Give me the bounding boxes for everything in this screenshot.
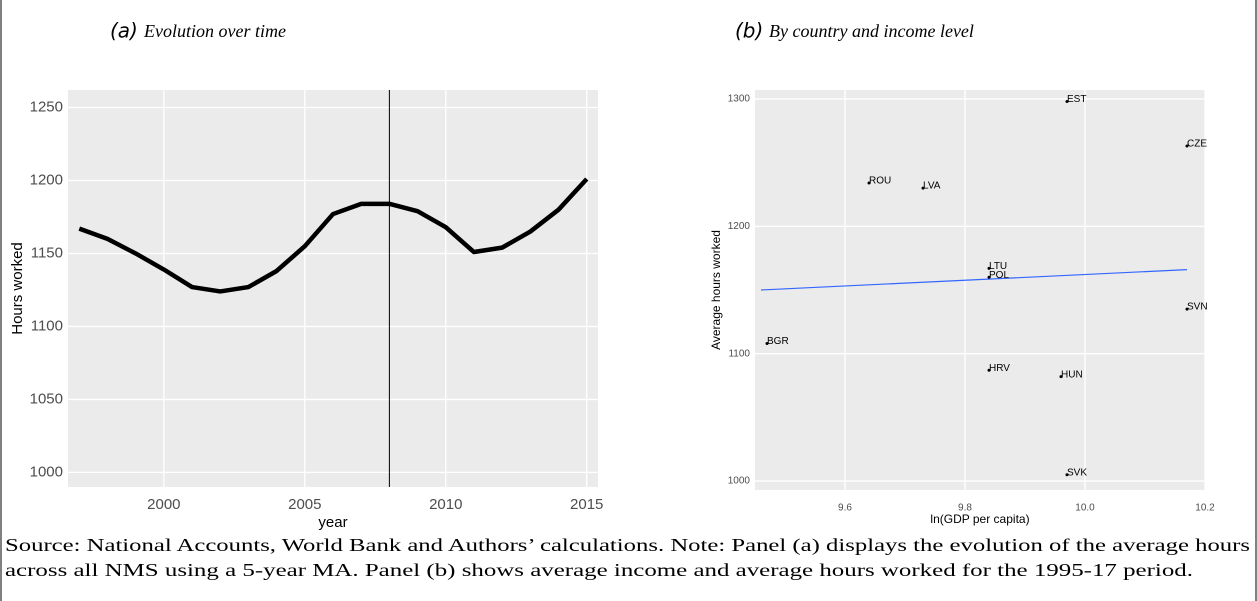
point (1059, 375, 1063, 379)
x-tick-label: 2005 (288, 496, 321, 513)
point-label: HUN (1061, 369, 1083, 380)
point (765, 342, 769, 346)
point-label: POL (989, 270, 1009, 281)
x-tick-label: 10.0 (1075, 503, 1095, 514)
panel-label: (a) (110, 19, 138, 43)
point-label: SVK (1067, 467, 1087, 478)
x-tick-label: 2000 (147, 496, 180, 513)
panel-label: (b) (735, 19, 763, 43)
point (1185, 144, 1189, 148)
point (987, 275, 991, 279)
panel-title: Evolution over time (143, 21, 286, 41)
point (1185, 307, 1189, 311)
x-tick-label: 10.2 (1195, 503, 1215, 514)
y-tick-label: 1300 (728, 94, 751, 105)
plot-background (755, 90, 1205, 490)
x-tick-label: 2015 (570, 496, 603, 513)
point (1065, 473, 1069, 477)
x-tick-label: 2010 (429, 496, 462, 513)
y-tick-label: 1250 (30, 98, 63, 115)
trend-line (760, 269, 1188, 291)
x-axis-label: year (318, 514, 347, 531)
point-label: SVN (1187, 302, 1208, 313)
y-tick-label: 1200 (728, 221, 751, 232)
y-tick-label: 1150 (31, 244, 63, 261)
y-tick-label: 1000 (728, 476, 751, 487)
y-tick-label: 1000 (30, 463, 63, 480)
y-tick-label: 1100 (31, 317, 63, 334)
x-tick-label: 9.6 (838, 503, 852, 514)
x-tick-label: 9.8 (958, 503, 972, 514)
caption-line: Source: National Accounts, World Bank an… (5, 535, 1250, 556)
panel-title: By country and income level (769, 21, 974, 41)
plot-background (68, 90, 598, 487)
line (78, 177, 589, 294)
point (987, 266, 991, 270)
point (1065, 99, 1069, 103)
point-label: BGR (767, 336, 789, 347)
point (921, 186, 925, 190)
point-label: EST (1067, 94, 1086, 105)
x-axis-label: ln(GDP per capita) (930, 512, 1029, 526)
point-label: LVA (923, 181, 941, 192)
y-axis-label: Hours worked (9, 242, 26, 335)
y-tick-label: 1100 (728, 348, 750, 359)
point (867, 181, 871, 185)
point (987, 368, 991, 372)
caption-line: across all NMS using a 5-year MA. Panel … (5, 560, 1193, 581)
point-label: CZE (1187, 139, 1207, 150)
point-label: ROU (869, 176, 891, 187)
y-tick-label: 1050 (30, 390, 63, 407)
point-label: HRV (989, 363, 1010, 374)
y-axis-label: Average hours worked (709, 230, 723, 350)
point-label: LTU (989, 261, 1007, 272)
y-tick-label: 1200 (30, 171, 63, 188)
